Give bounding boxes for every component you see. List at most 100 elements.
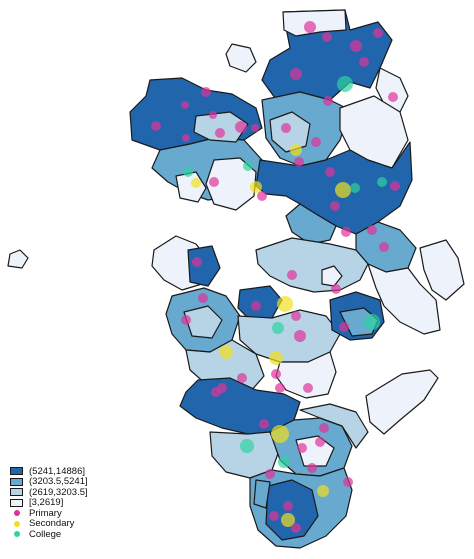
secondary-point [317, 485, 329, 497]
primary-point [294, 330, 306, 342]
region-west-islet [7, 249, 29, 269]
college-point [183, 167, 193, 177]
primary-point [311, 137, 321, 147]
college-point [243, 161, 253, 171]
region-central-north-light [269, 111, 311, 153]
legend-class-2-label: (3203.5,5241] [29, 476, 88, 487]
primary-point [341, 227, 351, 237]
region-east-white-b [419, 239, 465, 301]
region-south-dark-bottom [265, 479, 319, 541]
primary-point [290, 68, 302, 80]
college-point [272, 322, 284, 334]
primary-point [182, 134, 190, 142]
primary-point [343, 477, 353, 487]
region-middle-south-white [275, 351, 337, 399]
primary-point [283, 501, 293, 511]
primary-point [209, 177, 219, 187]
college-point [377, 177, 387, 187]
legend-swatch-4 [10, 498, 23, 507]
legend-swatch-1 [10, 467, 23, 476]
primary-point [388, 92, 398, 102]
legend-primary-label: Primary [29, 507, 62, 519]
primary-point [251, 124, 259, 132]
primary-point [198, 293, 208, 303]
primary-point [373, 28, 383, 38]
primary-point [303, 383, 313, 393]
region-north-islet [225, 43, 257, 73]
primary-point [201, 87, 211, 97]
primary-point [287, 270, 297, 280]
primary-point [259, 419, 269, 429]
legend-class-4-label: [3,2619] [29, 497, 64, 508]
primary-point [257, 191, 267, 201]
secondary-point [219, 345, 233, 359]
primary-point [307, 463, 317, 473]
region-northwest-dark [129, 77, 263, 151]
legend-primary: Primary [10, 508, 130, 519]
primary-point [211, 387, 221, 397]
college-point [278, 456, 290, 468]
legend-college-dot [14, 531, 20, 538]
primary-point [291, 523, 301, 533]
region-east-white-tall [365, 369, 439, 435]
legend-swatch-3 [10, 488, 23, 497]
primary-point [235, 121, 247, 133]
legend-class-3-label: (2619,3203.5] [29, 486, 88, 498]
primary-point [367, 225, 377, 235]
primary-point [215, 128, 225, 138]
secondary-point [281, 513, 295, 527]
map-points [151, 21, 400, 533]
region-northwest-white-a [205, 157, 257, 211]
college-point [350, 183, 360, 193]
college-point [240, 439, 254, 453]
primary-point [325, 167, 335, 177]
primary-point [237, 373, 247, 383]
primary-point [294, 157, 304, 167]
primary-point [251, 301, 261, 311]
primary-point [275, 383, 285, 393]
primary-point [291, 311, 301, 321]
primary-point [265, 469, 275, 479]
region-middle-white-ring [321, 265, 343, 287]
primary-point [209, 111, 217, 119]
map-regions [7, 9, 465, 549]
legend-class-3: (2619,3203.5] [10, 487, 130, 498]
region-middle-dark-a [187, 245, 221, 287]
legend-class-2: (3203.5,5241] [10, 477, 130, 488]
secondary-point [271, 425, 289, 443]
primary-point [339, 322, 349, 332]
legend-class-1: (5241,14886] [10, 466, 130, 477]
primary-point [390, 181, 400, 191]
primary-point [331, 284, 341, 294]
legend-primary-dot [14, 510, 20, 517]
legend-class-4: [3,2619] [10, 498, 130, 509]
map-legend: (5241,14886] (3203.5,5241] (2619,3203.5]… [10, 466, 130, 540]
college-point [337, 76, 353, 92]
region-east-white-a [367, 263, 441, 335]
primary-point [330, 201, 340, 211]
secondary-point [335, 182, 351, 198]
secondary-point [250, 181, 262, 193]
secondary-point [277, 296, 293, 312]
legend-secondary: Secondary [10, 519, 130, 530]
primary-point [181, 315, 191, 325]
region-northwest-light [193, 111, 249, 143]
college-point [364, 314, 380, 330]
primary-point [271, 369, 281, 379]
region-middle-light-band [255, 237, 369, 293]
primary-point [322, 32, 332, 42]
primary-point [359, 57, 369, 67]
primary-point [297, 443, 307, 453]
legend-secondary-label: Secondary [29, 518, 75, 529]
region-central-dark [255, 141, 413, 235]
legend-college: College [10, 529, 130, 540]
primary-point [192, 257, 202, 267]
primary-point [379, 242, 389, 252]
legend-class-1-label: (5241,14886] [29, 465, 85, 477]
primary-point [151, 121, 161, 131]
primary-point [181, 101, 189, 109]
primary-point [304, 21, 316, 33]
primary-point [323, 96, 333, 106]
